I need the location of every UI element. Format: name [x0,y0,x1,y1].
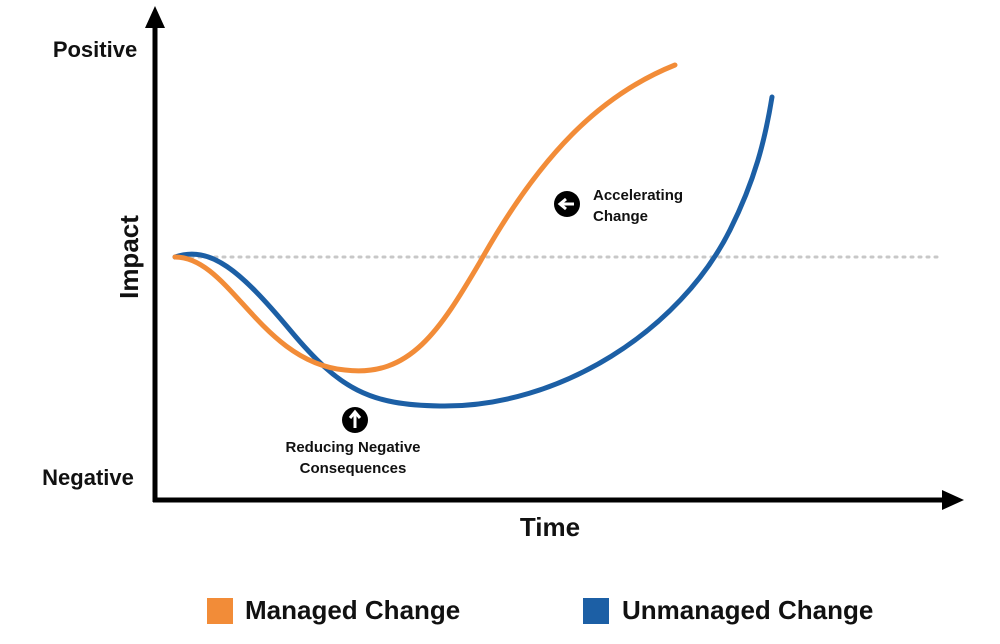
unmanaged-curve [172,94,775,409]
left-arrow [557,197,574,211]
y-axis-arrow [145,6,165,28]
x-axis-arrow [942,490,964,510]
y-title: Impact [114,215,144,299]
y-bottom-label: Negative [42,465,134,490]
legend-label: Managed Change [245,595,460,625]
legend-label: Unmanaged Change [622,595,873,625]
up-arrow [348,409,362,428]
legend-swatch [583,598,609,624]
annotation-line: Reducing Negative [285,439,420,456]
annotation-line: Change [593,208,648,225]
annotation-line: Accelerating [593,187,683,204]
legend-swatch [207,598,233,624]
annotation-line: Consequences [300,460,407,477]
x-title: Time [520,512,580,542]
y-top-label: Positive [53,37,137,62]
managed-curve [172,62,678,374]
